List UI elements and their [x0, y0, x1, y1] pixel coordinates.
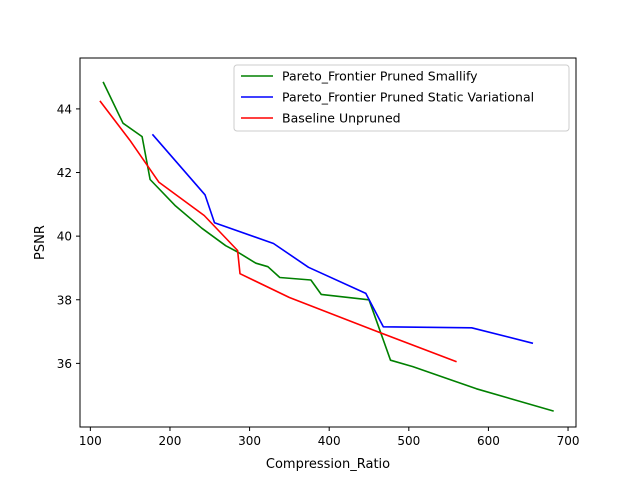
series-line-2 [151, 133, 534, 345]
y-axis-label: PSNR [33, 225, 48, 260]
y-axis-ticks: 36 38 40 42 44 [57, 102, 80, 371]
plot-lines [99, 81, 554, 412]
y-tick-label: 38 [57, 293, 72, 307]
legend-label-2: Pareto_Frontier Pruned Static Variationa… [282, 90, 534, 105]
x-tick-label: 300 [238, 434, 261, 448]
x-axis-ticks: 100 200 300 400 500 600 700 [79, 427, 580, 448]
y-tick-label: 36 [57, 357, 72, 371]
x-tick-label: 100 [79, 434, 102, 448]
x-tick-label: 500 [397, 434, 420, 448]
legend: Pareto_Frontier Pruned Smallify Pareto_Fr… [233, 64, 570, 132]
series-line-3 [99, 100, 457, 363]
x-tick-label: 200 [159, 434, 182, 448]
plot-frame [79, 57, 577, 428]
y-tick-label: 42 [57, 166, 72, 180]
y-tick-label: 44 [57, 102, 72, 116]
x-axis-label: Compression_Ratio [266, 457, 390, 472]
x-tick-label: 600 [477, 434, 500, 448]
x-tick-label: 400 [318, 434, 341, 448]
y-tick-label: 40 [57, 230, 72, 244]
x-tick-label: 700 [557, 434, 580, 448]
legend-label-3: Baseline Unpruned [282, 111, 401, 126]
series-line-1 [102, 81, 554, 412]
legend-label-1: Pareto_Frontier Pruned Smallify [282, 69, 478, 84]
legend-box [233, 64, 570, 132]
